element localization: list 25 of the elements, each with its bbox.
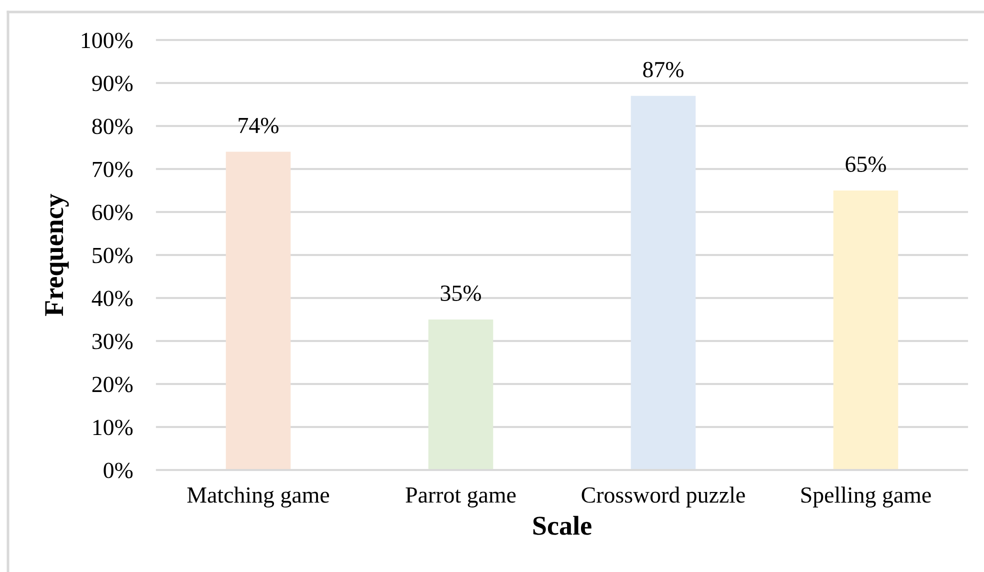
y-tick-label: 20% (92, 376, 133, 392)
y-tick-label: 90% (92, 76, 133, 92)
x-tick-label: Crossword puzzle (582, 486, 745, 508)
x-axis-title: Scale (533, 516, 592, 535)
y-tick-label: 0% (104, 462, 133, 478)
y-tick-label: 50% (92, 248, 133, 264)
y-tick-label: 10% (93, 420, 133, 436)
x-tick-label: Matching game (187, 486, 330, 508)
x-tick-label: Parrot game (406, 487, 516, 508)
data-label: 74% (238, 118, 278, 134)
bar (226, 152, 291, 470)
y-axis-title: Frequency (45, 194, 69, 316)
y-tick-label: 80% (92, 118, 133, 134)
bar (630, 96, 696, 470)
bar (833, 190, 898, 470)
x-tick-label: Spelling game (801, 486, 931, 508)
data-label: 65% (846, 156, 886, 172)
y-tick-label: 70% (92, 162, 133, 178)
data-label: 87% (643, 62, 684, 78)
y-tick-label: 40% (92, 290, 133, 306)
y-tick-label: 100% (82, 32, 133, 48)
data-label: 35% (440, 285, 481, 302)
y-tick-label: 30% (92, 334, 133, 350)
y-tick-label: 60% (92, 204, 133, 220)
bar (428, 320, 494, 470)
